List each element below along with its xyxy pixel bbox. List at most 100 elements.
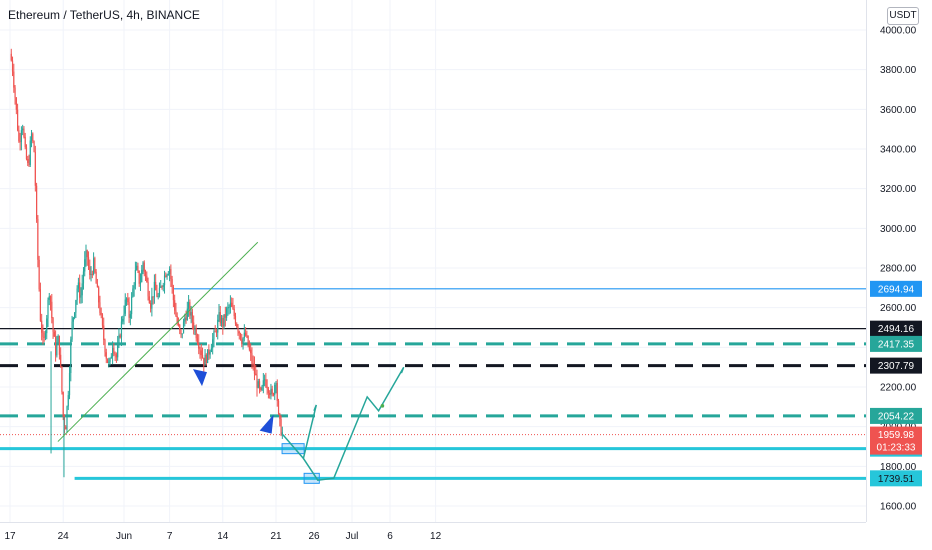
candle-body (158, 287, 161, 297)
candle-body (196, 338, 199, 343)
candle-body (25, 147, 28, 160)
candle-body (106, 358, 109, 363)
candle-body (58, 335, 60, 355)
candle-body (191, 312, 193, 323)
candle-body (43, 336, 45, 338)
price-tag-black-dashed-label: 2307.79 (878, 361, 915, 372)
candle-body (161, 286, 163, 288)
candle-body (241, 339, 243, 345)
candle-body (61, 366, 63, 393)
candle-body (63, 416, 66, 427)
candle-body (109, 358, 111, 362)
candles (10, 48, 283, 478)
candle-body (156, 290, 158, 297)
candle-body (257, 381, 259, 388)
candle-body (38, 259, 40, 290)
price-tag-green-dashed-lower-label: 2054.22 (878, 411, 915, 422)
candle-body (229, 302, 231, 307)
candle-body (22, 128, 24, 131)
candle-body (170, 269, 172, 280)
candle-body (205, 354, 207, 363)
candle-body (104, 340, 106, 353)
candle-body (100, 312, 102, 315)
candle-body (251, 353, 253, 364)
candle-body (185, 317, 187, 321)
candle-body (166, 274, 168, 277)
candle-body (169, 269, 171, 274)
price-tag-resistance-label: 2694.94 (878, 284, 915, 295)
arrow-marker-up (259, 414, 274, 434)
candle-body (84, 259, 86, 272)
candle-body (232, 306, 234, 309)
candle-body (98, 287, 100, 303)
candle-body (193, 322, 195, 330)
candle-body (120, 321, 123, 338)
candle-body (200, 350, 202, 356)
candle-body (276, 382, 278, 401)
candle-body (233, 308, 235, 316)
candle-body (86, 250, 88, 258)
candle-body (227, 307, 229, 309)
candle-body (201, 355, 204, 358)
candle-body (266, 386, 268, 389)
candle-body (91, 273, 93, 275)
candle-body (184, 317, 186, 322)
candle-body (125, 298, 128, 300)
candle-body (258, 381, 261, 388)
y-tick-label: 3400.00 (880, 145, 917, 156)
y-tick-label: 1800.00 (880, 462, 917, 473)
candle-body (52, 318, 54, 332)
candle-body (42, 332, 44, 337)
candle-body (246, 335, 248, 337)
candle-body (76, 288, 78, 301)
candle-body (128, 302, 130, 318)
y-tick-label: 2200.00 (880, 383, 917, 394)
candle-body (220, 318, 223, 324)
candle-body (82, 271, 85, 284)
candle-body (177, 323, 180, 325)
candle-body (199, 348, 201, 351)
currency-button[interactable]: USDT (887, 7, 919, 25)
candle-body (67, 395, 69, 407)
candle-body (36, 185, 38, 219)
price-tag-green-dashed-lower-bg (870, 407, 922, 424)
candle-body (219, 312, 221, 324)
projection-dot (380, 404, 385, 408)
candle-body (60, 354, 62, 367)
candle-body (275, 382, 277, 385)
horizontal-levels (0, 288, 866, 480)
time-axis[interactable]: 17 24 Jun 7 14 21 26 Jul 6 12 (4, 531, 441, 542)
candle-body (270, 388, 272, 395)
price-tag-cyan-lower-label: 1739.51 (878, 474, 915, 485)
zone-box (303, 472, 320, 484)
candle-body (155, 281, 157, 291)
price-tag-black-dashed-bg (870, 357, 922, 374)
projection-path (302, 366, 405, 482)
x-tick-label: 12 (430, 531, 442, 542)
candle-body (124, 299, 126, 314)
candle-body (72, 317, 74, 322)
candle-body (262, 380, 264, 387)
candle-body (186, 308, 188, 321)
candle-body (71, 321, 73, 340)
candle-body (127, 298, 129, 303)
candle-body (123, 313, 125, 319)
candle-body (49, 296, 52, 302)
candle-body (226, 308, 228, 318)
candle-body (207, 349, 209, 363)
candle-body (214, 331, 216, 333)
current-price-tag-bg (870, 426, 922, 455)
candle-body (152, 296, 154, 298)
x-tick-label: 7 (167, 531, 173, 542)
candle-body (194, 328, 196, 330)
candle-body (33, 141, 35, 152)
candle-body (37, 218, 39, 260)
candle-body (27, 159, 29, 163)
candle-body (174, 300, 176, 311)
candle-body (172, 287, 174, 301)
candle-body (87, 257, 90, 267)
zones (281, 443, 320, 484)
price-tag-green-dashed-upper-label: 2417.35 (878, 339, 915, 350)
candle-body (198, 342, 200, 349)
